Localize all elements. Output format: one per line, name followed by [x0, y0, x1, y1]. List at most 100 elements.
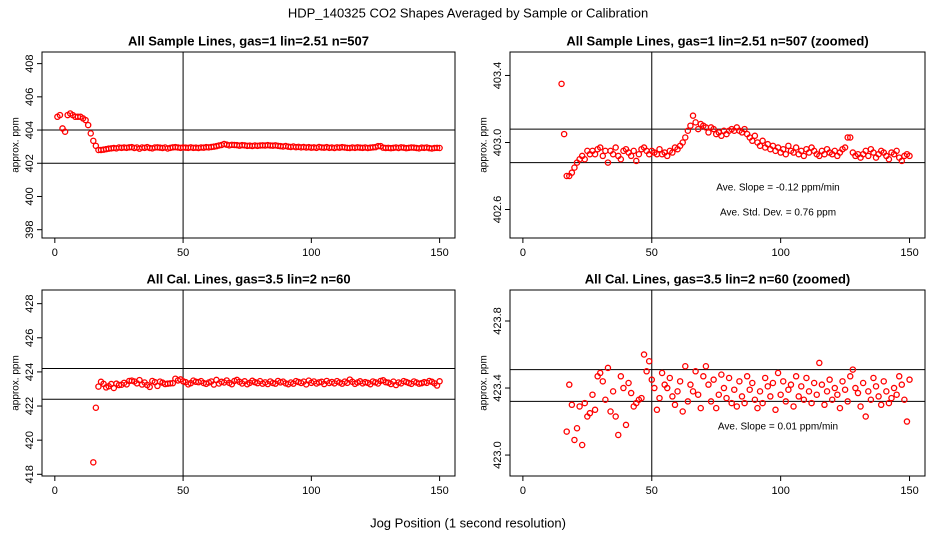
data-point	[906, 376, 913, 383]
data-point	[620, 384, 627, 392]
data-point	[687, 381, 694, 388]
data-point	[895, 373, 903, 380]
data-point	[787, 381, 795, 388]
data-point	[581, 399, 589, 407]
data-point	[607, 408, 614, 415]
data-point	[743, 373, 751, 380]
data-point	[622, 421, 630, 429]
data-point	[56, 111, 64, 119]
data-point	[841, 386, 849, 393]
data-point	[731, 386, 738, 393]
data-point	[774, 369, 782, 377]
data-point	[679, 408, 686, 415]
data-point	[733, 403, 741, 410]
x-tick-label: 100	[302, 247, 320, 259]
x-tick-label: 100	[771, 485, 789, 497]
data-point	[759, 399, 766, 407]
data-point	[816, 359, 823, 367]
data-point	[759, 137, 766, 145]
panel: All Sample Lines, gas=1 lin=2.51 n=507 (…	[479, 33, 926, 259]
data-point	[746, 386, 753, 393]
data-point	[617, 155, 625, 163]
x-tick-label: 150	[430, 485, 448, 497]
data-point	[741, 399, 748, 407]
data-point	[576, 403, 583, 410]
plot-frame	[41, 289, 456, 477]
data-point	[692, 368, 699, 375]
data-point	[857, 403, 864, 410]
data-point	[669, 149, 676, 156]
data-point	[566, 381, 573, 388]
data-point	[890, 384, 898, 392]
data-point	[666, 374, 674, 382]
data-point	[723, 394, 730, 402]
x-tick-label: 0	[520, 247, 526, 259]
data-point	[785, 142, 792, 150]
data-point	[167, 380, 174, 387]
data-point	[604, 159, 612, 166]
x-axis-label: Jog Position (1 second resolution)	[370, 515, 566, 530]
data-point	[669, 393, 676, 400]
data-point	[433, 144, 441, 152]
data-point	[702, 362, 710, 370]
data-point	[436, 144, 443, 152]
x-tick-label: 50	[646, 485, 658, 497]
data-point	[596, 369, 604, 377]
data-point	[821, 401, 828, 409]
data-point	[645, 357, 653, 365]
data-point	[697, 404, 704, 412]
data-point	[602, 147, 609, 155]
data-point	[568, 401, 576, 409]
y-tick-label: 406	[24, 88, 36, 106]
data-point	[648, 376, 656, 383]
data-point	[656, 394, 663, 402]
data-point	[870, 374, 877, 382]
plot-frame	[509, 289, 926, 477]
data-point	[725, 374, 733, 382]
panel: All Cal. Lines, gas=3.5 lin=2 n=60 0 50 100…	[11, 271, 456, 497]
data-point	[692, 119, 699, 126]
data-point	[82, 116, 89, 124]
data-point	[578, 441, 586, 449]
data-point	[589, 391, 596, 398]
data-point	[779, 145, 787, 153]
y-tick-label: 422	[24, 397, 36, 415]
data-point	[906, 152, 913, 160]
data-point	[663, 152, 671, 160]
data-point	[888, 394, 895, 402]
data-point	[707, 398, 715, 405]
data-point	[694, 125, 702, 133]
data-point	[602, 396, 609, 404]
y-tick-label: 403.0	[492, 129, 504, 157]
x-tick-label: 50	[646, 247, 658, 259]
panel: All Cal. Lines, gas=3.5 lin=2 n=60 (zoom…	[479, 271, 926, 497]
x-tick-label: 50	[177, 485, 189, 497]
data-point	[772, 406, 779, 414]
data-point	[813, 391, 820, 398]
data-point	[841, 144, 849, 151]
data-point	[682, 134, 689, 141]
data-point	[436, 378, 443, 385]
data-point	[674, 388, 681, 395]
data-point	[751, 132, 759, 140]
data-point	[558, 80, 565, 88]
data-point	[854, 389, 862, 397]
data-point	[715, 391, 723, 398]
y-axis-label: approx. ppm	[11, 117, 22, 173]
data-point	[767, 393, 774, 400]
data-point	[115, 381, 123, 389]
data-point	[568, 169, 576, 176]
data-point	[710, 125, 717, 133]
y-tick-label: 428	[24, 294, 36, 312]
y-tick-label: 423.4	[492, 374, 504, 402]
plot-frame	[41, 51, 456, 239]
panel-title: All Sample Lines, gas=1 lin=2.51 n=507 (…	[566, 33, 868, 48]
data-point	[839, 378, 846, 385]
data-point	[823, 388, 831, 395]
data-point	[865, 388, 872, 395]
data-point	[800, 396, 808, 404]
x-tick-label: 150	[900, 247, 918, 259]
data-point	[682, 362, 689, 370]
data-point	[872, 383, 880, 390]
data-point	[736, 378, 743, 385]
